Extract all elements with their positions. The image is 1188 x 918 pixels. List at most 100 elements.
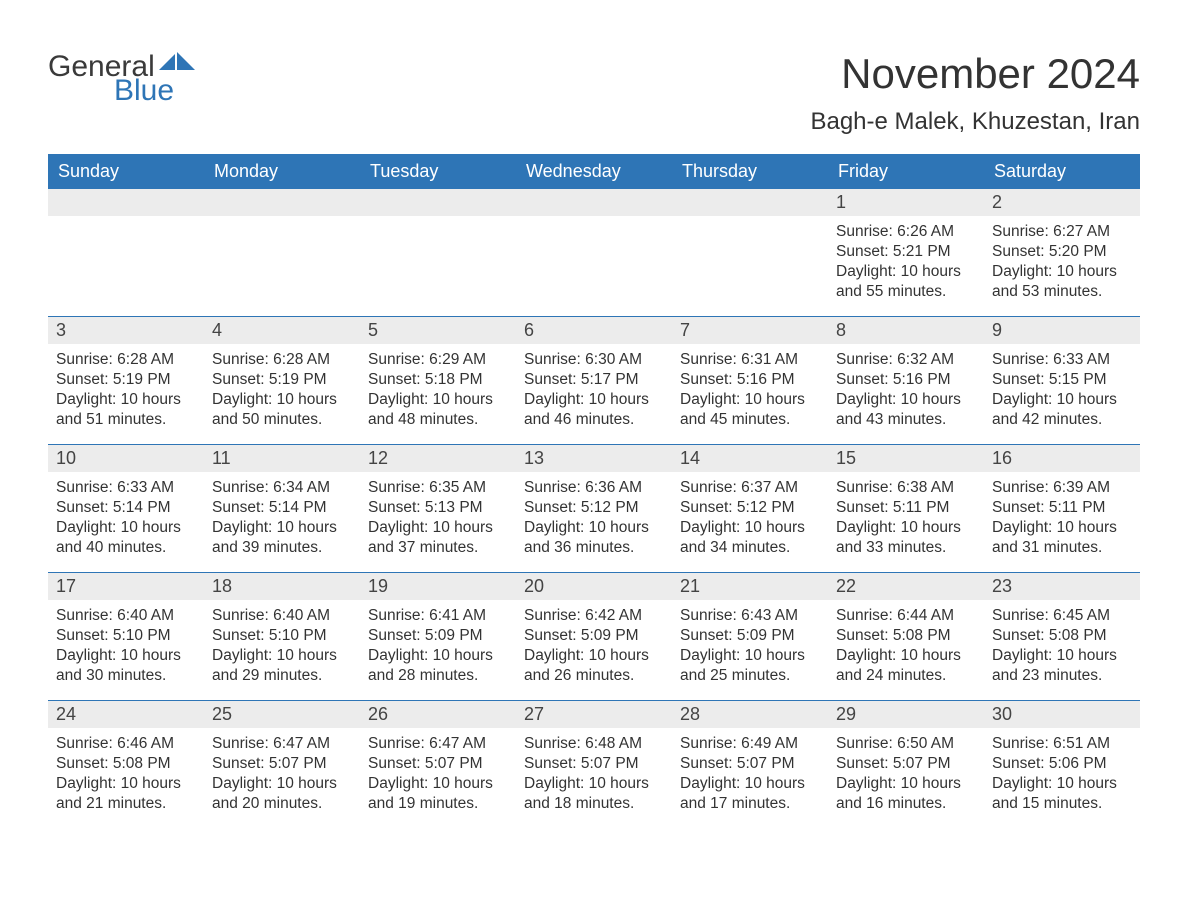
daylight-text-line1: Daylight: 10 hours: [368, 774, 508, 794]
sunset-text: Sunset: 5:12 PM: [680, 498, 820, 518]
sunrise-text: Sunrise: 6:40 AM: [212, 606, 352, 626]
day-cell: 30Sunrise: 6:51 AMSunset: 5:06 PMDayligh…: [984, 701, 1140, 828]
daylight-text-line1: Daylight: 10 hours: [836, 646, 976, 666]
sunset-text: Sunset: 5:12 PM: [524, 498, 664, 518]
daylight-text-line1: Daylight: 10 hours: [212, 646, 352, 666]
daylight-text-line1: Daylight: 10 hours: [992, 774, 1132, 794]
daylight-text-line2: and 17 minutes.: [680, 794, 820, 814]
dow-saturday: Saturday: [984, 154, 1140, 189]
weeks-container: 1Sunrise: 6:26 AMSunset: 5:21 PMDaylight…: [48, 189, 1140, 828]
daylight-text-line2: and 18 minutes.: [524, 794, 664, 814]
sunrise-text: Sunrise: 6:44 AM: [836, 606, 976, 626]
day-body: Sunrise: 6:46 AMSunset: 5:08 PMDaylight:…: [48, 728, 204, 821]
sunrise-text: Sunrise: 6:41 AM: [368, 606, 508, 626]
day-number: 4: [204, 317, 360, 344]
calendar-grid: Sunday Monday Tuesday Wednesday Thursday…: [48, 154, 1140, 828]
day-body: Sunrise: 6:33 AMSunset: 5:14 PMDaylight:…: [48, 472, 204, 565]
day-cell: 28Sunrise: 6:49 AMSunset: 5:07 PMDayligh…: [672, 701, 828, 828]
day-cell: [48, 189, 204, 316]
day-number: 21: [672, 573, 828, 600]
sunrise-text: Sunrise: 6:33 AM: [56, 478, 196, 498]
day-body: Sunrise: 6:47 AMSunset: 5:07 PMDaylight:…: [360, 728, 516, 821]
daylight-text-line2: and 34 minutes.: [680, 538, 820, 558]
daylight-text-line2: and 51 minutes.: [56, 410, 196, 430]
day-cell: 17Sunrise: 6:40 AMSunset: 5:10 PMDayligh…: [48, 573, 204, 700]
sunrise-text: Sunrise: 6:48 AM: [524, 734, 664, 754]
daylight-text-line1: Daylight: 10 hours: [56, 774, 196, 794]
sunrise-text: Sunrise: 6:45 AM: [992, 606, 1132, 626]
daylight-text-line2: and 39 minutes.: [212, 538, 352, 558]
day-number: 5: [360, 317, 516, 344]
daylight-text-line1: Daylight: 10 hours: [212, 774, 352, 794]
day-number: 15: [828, 445, 984, 472]
day-cell: 13Sunrise: 6:36 AMSunset: 5:12 PMDayligh…: [516, 445, 672, 572]
daylight-text-line2: and 40 minutes.: [56, 538, 196, 558]
day-cell: 12Sunrise: 6:35 AMSunset: 5:13 PMDayligh…: [360, 445, 516, 572]
day-number: 20: [516, 573, 672, 600]
daylight-text-line1: Daylight: 10 hours: [992, 262, 1132, 282]
day-number: 12: [360, 445, 516, 472]
sunrise-text: Sunrise: 6:47 AM: [368, 734, 508, 754]
day-number: 28: [672, 701, 828, 728]
day-cell: 18Sunrise: 6:40 AMSunset: 5:10 PMDayligh…: [204, 573, 360, 700]
day-body: Sunrise: 6:27 AMSunset: 5:20 PMDaylight:…: [984, 216, 1140, 309]
daylight-text-line2: and 21 minutes.: [56, 794, 196, 814]
day-cell: 8Sunrise: 6:32 AMSunset: 5:16 PMDaylight…: [828, 317, 984, 444]
day-cell: 6Sunrise: 6:30 AMSunset: 5:17 PMDaylight…: [516, 317, 672, 444]
day-cell: 3Sunrise: 6:28 AMSunset: 5:19 PMDaylight…: [48, 317, 204, 444]
sunset-text: Sunset: 5:06 PM: [992, 754, 1132, 774]
daylight-text-line1: Daylight: 10 hours: [524, 646, 664, 666]
day-cell: [204, 189, 360, 316]
brand-logo: General Blue: [48, 50, 228, 108]
day-number: [48, 189, 204, 216]
day-number: [516, 189, 672, 216]
sunrise-text: Sunrise: 6:34 AM: [212, 478, 352, 498]
daylight-text-line1: Daylight: 10 hours: [680, 646, 820, 666]
week-row: 17Sunrise: 6:40 AMSunset: 5:10 PMDayligh…: [48, 572, 1140, 700]
sunrise-text: Sunrise: 6:43 AM: [680, 606, 820, 626]
day-cell: 9Sunrise: 6:33 AMSunset: 5:15 PMDaylight…: [984, 317, 1140, 444]
day-number: 11: [204, 445, 360, 472]
day-number: 24: [48, 701, 204, 728]
location-text: Bagh-e Malek, Khuzestan, Iran: [810, 108, 1140, 136]
daylight-text-line1: Daylight: 10 hours: [992, 646, 1132, 666]
daylight-text-line2: and 50 minutes.: [212, 410, 352, 430]
day-body: Sunrise: 6:51 AMSunset: 5:06 PMDaylight:…: [984, 728, 1140, 821]
week-row: 1Sunrise: 6:26 AMSunset: 5:21 PMDaylight…: [48, 189, 1140, 316]
week-row: 24Sunrise: 6:46 AMSunset: 5:08 PMDayligh…: [48, 700, 1140, 828]
day-cell: [672, 189, 828, 316]
sunrise-text: Sunrise: 6:30 AM: [524, 350, 664, 370]
sunset-text: Sunset: 5:14 PM: [212, 498, 352, 518]
dow-thursday: Thursday: [672, 154, 828, 189]
sunrise-text: Sunrise: 6:42 AM: [524, 606, 664, 626]
sunset-text: Sunset: 5:10 PM: [56, 626, 196, 646]
day-number: 14: [672, 445, 828, 472]
sunset-text: Sunset: 5:10 PM: [212, 626, 352, 646]
sunset-text: Sunset: 5:08 PM: [992, 626, 1132, 646]
day-number: 6: [516, 317, 672, 344]
sunset-text: Sunset: 5:18 PM: [368, 370, 508, 390]
sunrise-text: Sunrise: 6:46 AM: [56, 734, 196, 754]
day-cell: 16Sunrise: 6:39 AMSunset: 5:11 PMDayligh…: [984, 445, 1140, 572]
daylight-text-line1: Daylight: 10 hours: [368, 390, 508, 410]
daylight-text-line1: Daylight: 10 hours: [680, 518, 820, 538]
day-cell: 15Sunrise: 6:38 AMSunset: 5:11 PMDayligh…: [828, 445, 984, 572]
daylight-text-line2: and 55 minutes.: [836, 282, 976, 302]
sunrise-text: Sunrise: 6:50 AM: [836, 734, 976, 754]
day-cell: 11Sunrise: 6:34 AMSunset: 5:14 PMDayligh…: [204, 445, 360, 572]
sunset-text: Sunset: 5:07 PM: [368, 754, 508, 774]
sunset-text: Sunset: 5:09 PM: [680, 626, 820, 646]
day-body: Sunrise: 6:47 AMSunset: 5:07 PMDaylight:…: [204, 728, 360, 821]
daylight-text-line2: and 36 minutes.: [524, 538, 664, 558]
daylight-text-line2: and 15 minutes.: [992, 794, 1132, 814]
sunrise-text: Sunrise: 6:47 AM: [212, 734, 352, 754]
daylight-text-line2: and 33 minutes.: [836, 538, 976, 558]
daylight-text-line1: Daylight: 10 hours: [836, 518, 976, 538]
day-number: 2: [984, 189, 1140, 216]
day-number: 10: [48, 445, 204, 472]
sunset-text: Sunset: 5:07 PM: [680, 754, 820, 774]
sunset-text: Sunset: 5:07 PM: [524, 754, 664, 774]
daylight-text-line2: and 20 minutes.: [212, 794, 352, 814]
day-number: 19: [360, 573, 516, 600]
sunrise-text: Sunrise: 6:26 AM: [836, 222, 976, 242]
